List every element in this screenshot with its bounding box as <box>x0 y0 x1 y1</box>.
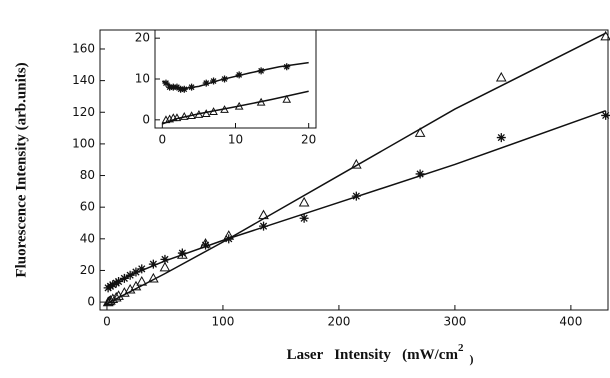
x-tick-label: 0 <box>158 133 166 147</box>
asterisk-marker <box>601 110 610 120</box>
y-tick-label: 140 <box>72 73 95 87</box>
asterisk-marker <box>173 83 181 91</box>
x-tick-label: 200 <box>327 315 350 329</box>
triangle-marker <box>600 30 610 41</box>
y-tick-label: 20 <box>80 263 95 277</box>
triangle-marker <box>350 158 362 169</box>
x-tick-label: 0 <box>103 315 111 329</box>
asterisk-marker <box>119 273 129 283</box>
asterisk-marker <box>162 79 170 87</box>
triangle-marker <box>130 280 142 291</box>
triangle-marker <box>176 249 188 259</box>
triangle-marker <box>172 113 182 122</box>
triangle-marker <box>179 112 189 120</box>
x-tick-label: 20 <box>301 133 316 147</box>
fit-line <box>106 32 607 305</box>
asterisk-marker <box>202 79 210 87</box>
triangle-marker <box>148 272 159 283</box>
asterisk-marker <box>125 270 135 280</box>
asterisk-marker <box>114 277 124 287</box>
asterisk-marker <box>210 77 218 85</box>
x-tick-label: 400 <box>559 315 582 329</box>
triangle-marker <box>102 296 114 307</box>
asterisk-marker <box>160 254 170 264</box>
asterisk-marker <box>351 191 361 201</box>
triangle-marker <box>414 127 426 137</box>
triangle-marker <box>298 196 310 207</box>
y-tick-label: 100 <box>72 136 95 150</box>
plot-frame <box>154 29 317 129</box>
asterisk-marker <box>415 169 425 179</box>
triangle-marker <box>256 97 266 106</box>
triangle-marker <box>234 101 244 110</box>
x-tick-label: 100 <box>211 315 234 329</box>
asterisk-marker <box>188 83 196 91</box>
triangle-marker <box>258 209 269 220</box>
x-axis-label-sup: 2 <box>458 342 464 354</box>
triangle-marker <box>187 111 196 120</box>
x-tick-label: 10 <box>228 133 243 147</box>
triangle-marker <box>209 107 218 115</box>
asterisk-marker <box>496 133 506 143</box>
asterisk-marker <box>148 259 158 269</box>
asterisk-marker <box>201 240 211 250</box>
y-tick-label: 80 <box>80 168 95 182</box>
asterisk-marker <box>221 75 229 83</box>
x-axis-label-suffix: ) <box>469 352 473 366</box>
triangle-marker <box>110 291 122 302</box>
triangle-marker <box>136 275 148 286</box>
x-tick-label: 300 <box>443 315 466 329</box>
triangle-marker <box>159 261 171 272</box>
y-tick-label: 10 <box>135 72 150 86</box>
asterisk-marker <box>299 213 309 223</box>
x-axis-label-text: Laser Intensity (mW/cm <box>287 347 459 363</box>
asterisk-marker <box>137 264 147 274</box>
y-tick-label: 0 <box>87 295 95 309</box>
y-tick-label: 40 <box>80 231 95 245</box>
y-tick-label: 0 <box>142 112 150 126</box>
asterisk-marker <box>177 85 185 93</box>
asterisk-marker <box>177 248 187 258</box>
triangle-marker <box>194 109 204 118</box>
asterisk-marker <box>131 267 141 277</box>
asterisk-marker <box>283 63 291 71</box>
asterisk-marker <box>259 221 269 231</box>
y-tick-label: 160 <box>72 41 95 55</box>
triangle-marker <box>495 71 507 82</box>
triangle-marker <box>282 94 292 103</box>
asterisk-marker <box>166 83 174 91</box>
y-tick-label: 20 <box>135 31 150 45</box>
asterisk-marker <box>224 234 234 244</box>
x-axis-label: Laser Intensity (mW/cm2) <box>287 342 474 366</box>
asterisk-marker <box>257 67 265 75</box>
triangle-marker <box>220 105 229 113</box>
y-tick-label: 120 <box>72 105 95 119</box>
y-tick-label: 60 <box>80 200 95 214</box>
y-axis-label: Fluorescence Intensity (arb.units) <box>13 62 29 277</box>
asterisk-marker <box>235 71 243 79</box>
asterisk-marker <box>108 280 118 290</box>
triangle-marker <box>201 109 211 118</box>
asterisk-marker <box>169 83 177 91</box>
asterisk-marker <box>180 85 188 93</box>
